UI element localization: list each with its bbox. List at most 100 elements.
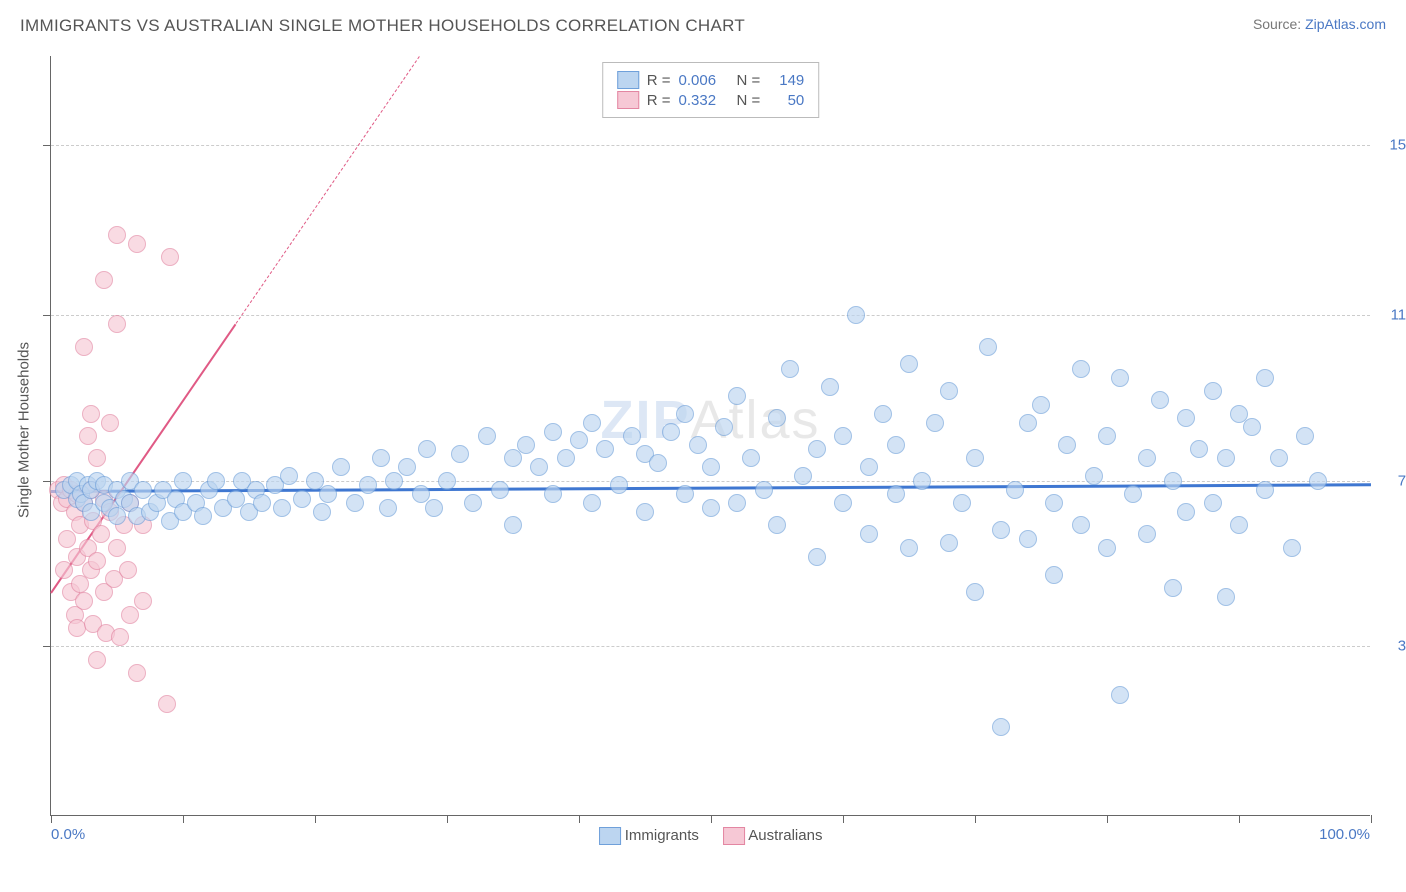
data-point bbox=[273, 499, 291, 517]
data-point bbox=[596, 440, 614, 458]
data-point bbox=[1032, 396, 1050, 414]
data-point bbox=[1085, 467, 1103, 485]
data-point bbox=[1230, 516, 1248, 534]
data-point bbox=[940, 382, 958, 400]
data-point bbox=[1309, 472, 1327, 490]
data-point bbox=[119, 561, 137, 579]
data-point bbox=[874, 405, 892, 423]
x-tick bbox=[579, 815, 580, 823]
data-point bbox=[834, 494, 852, 512]
trend-line-dashed bbox=[235, 56, 419, 324]
data-point bbox=[425, 499, 443, 517]
data-point bbox=[900, 539, 918, 557]
x-tick bbox=[843, 815, 844, 823]
legend-swatch bbox=[617, 91, 639, 109]
data-point bbox=[992, 718, 1010, 736]
chart-title: IMMIGRANTS VS AUSTRALIAN SINGLE MOTHER H… bbox=[20, 16, 745, 35]
data-point bbox=[1296, 427, 1314, 445]
data-point bbox=[530, 458, 548, 476]
data-point bbox=[372, 449, 390, 467]
gridline bbox=[51, 315, 1370, 316]
data-point bbox=[478, 427, 496, 445]
data-point bbox=[544, 423, 562, 441]
data-point bbox=[702, 458, 720, 476]
series-legend: Immigrants Australians bbox=[599, 827, 823, 845]
data-point bbox=[821, 378, 839, 396]
data-point bbox=[128, 235, 146, 253]
source-attribution: Source: ZipAtlas.com bbox=[1253, 16, 1386, 32]
legend-row: R =0.332N =50 bbox=[617, 91, 805, 109]
data-point bbox=[1190, 440, 1208, 458]
data-point bbox=[464, 494, 482, 512]
data-point bbox=[583, 494, 601, 512]
data-point bbox=[781, 360, 799, 378]
legend-item: Immigrants bbox=[599, 827, 699, 845]
data-point bbox=[108, 226, 126, 244]
data-point bbox=[88, 449, 106, 467]
data-point bbox=[926, 414, 944, 432]
data-point bbox=[1256, 369, 1274, 387]
data-point bbox=[768, 409, 786, 427]
data-point bbox=[1177, 409, 1195, 427]
data-point bbox=[359, 476, 377, 494]
data-point bbox=[557, 449, 575, 467]
source-link[interactable]: ZipAtlas.com bbox=[1305, 16, 1386, 32]
data-point bbox=[755, 481, 773, 499]
y-tick bbox=[43, 145, 51, 146]
gridline bbox=[51, 145, 1370, 146]
data-point bbox=[715, 418, 733, 436]
data-point bbox=[379, 499, 397, 517]
data-point bbox=[92, 525, 110, 543]
data-point bbox=[583, 414, 601, 432]
data-point bbox=[834, 427, 852, 445]
data-point bbox=[1204, 494, 1222, 512]
data-point bbox=[491, 481, 509, 499]
y-tick bbox=[43, 646, 51, 647]
data-point bbox=[808, 548, 826, 566]
data-point bbox=[860, 458, 878, 476]
data-point bbox=[1164, 579, 1182, 597]
data-point bbox=[636, 503, 654, 521]
x-axis-label: 100.0% bbox=[1319, 826, 1370, 843]
data-point bbox=[544, 485, 562, 503]
data-point bbox=[438, 472, 456, 490]
data-point bbox=[1045, 494, 1063, 512]
data-point bbox=[451, 445, 469, 463]
data-point bbox=[953, 494, 971, 512]
data-point bbox=[676, 405, 694, 423]
data-point bbox=[293, 490, 311, 508]
data-point bbox=[1111, 686, 1129, 704]
data-point bbox=[742, 449, 760, 467]
data-point bbox=[966, 449, 984, 467]
data-point bbox=[346, 494, 364, 512]
data-point bbox=[1045, 566, 1063, 584]
x-tick bbox=[447, 815, 448, 823]
legend-row: R =0.006N =149 bbox=[617, 71, 805, 89]
y-axis-label: Single Mother Households bbox=[16, 342, 33, 518]
data-point bbox=[623, 427, 641, 445]
x-tick bbox=[315, 815, 316, 823]
data-point bbox=[121, 606, 139, 624]
data-point bbox=[82, 405, 100, 423]
data-point bbox=[504, 449, 522, 467]
y-tick bbox=[43, 315, 51, 316]
legend-n-label: N = bbox=[737, 72, 761, 89]
data-point bbox=[1151, 391, 1169, 409]
data-point bbox=[1204, 382, 1222, 400]
x-tick bbox=[975, 815, 976, 823]
data-point bbox=[768, 516, 786, 534]
data-point bbox=[979, 338, 997, 356]
x-tick bbox=[1371, 815, 1372, 823]
data-point bbox=[887, 485, 905, 503]
data-point bbox=[1217, 588, 1235, 606]
data-point bbox=[108, 507, 126, 525]
data-point bbox=[88, 552, 106, 570]
data-point bbox=[794, 467, 812, 485]
data-point bbox=[1006, 481, 1024, 499]
correlation-legend: R =0.006N =149 R =0.332N =50 bbox=[602, 62, 820, 118]
y-tick-label: 15.0% bbox=[1376, 137, 1406, 154]
data-point bbox=[808, 440, 826, 458]
data-point bbox=[860, 525, 878, 543]
data-point bbox=[1019, 414, 1037, 432]
legend-swatch bbox=[617, 71, 639, 89]
